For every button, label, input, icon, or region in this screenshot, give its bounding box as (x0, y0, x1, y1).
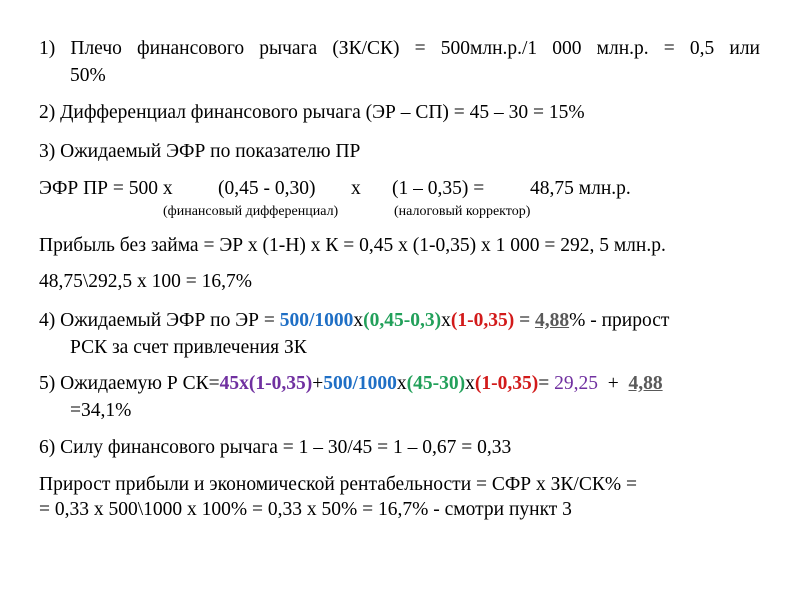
item-5-part-3: (45-30) (406, 373, 466, 394)
item-5-value-1: 29,25 (554, 373, 598, 394)
efr-pr-note-diff: (финансовый дифференциал) (163, 204, 339, 219)
efr-pr-result: 48,75 млн.р. (530, 178, 631, 199)
growth-line-2: = 0,33 х 500\1000 х 100% = 0,33 х 50% = … (39, 499, 572, 520)
item-5-x-1: х (396, 373, 407, 394)
item-4-eq: = (514, 310, 535, 331)
efr-pr-tax: (1 – 0,35) = (392, 178, 485, 199)
item-4-part-2: (0,45-0,3) (363, 310, 442, 331)
item-5-eq: = (538, 373, 555, 394)
item-5-part-1: 45х(1-0,35) (219, 373, 313, 394)
item-4-value: 4,88 (534, 310, 570, 331)
item-5-plus-2: + (597, 373, 629, 394)
item-4-line-2: РСК за счет привлечения ЗК (70, 337, 307, 358)
item-4-part-1: 500/1000 (279, 310, 354, 331)
item-4-x-2: х (441, 310, 451, 331)
item-1-line-2: 50% (70, 65, 106, 86)
item-5-part-4: (1-0,35) (474, 373, 539, 394)
item-4-part-3: (1-0,35) (450, 310, 515, 331)
efr-pr-note-tax: (налоговый корректор) (394, 204, 531, 219)
item-5-prefix: 5) Ожидаемую Р СК= (39, 373, 220, 394)
item-4-prefix: 4) Ожидаемый ЭФР по ЭР = (39, 310, 280, 331)
item-3: 3) Ожидаемый ЭФР по показателю ПР (39, 141, 361, 162)
growth-line-1: Прирост прибыли и экономической рентабел… (39, 474, 637, 495)
item-1-line-1: 1) Плечо финансового рычага (ЗК/СК) = 50… (39, 38, 760, 59)
item-4-x-1: х (353, 310, 364, 331)
item-4-suffix: % - прирост (569, 310, 670, 331)
item-6: 6) Силу финансового рычага = 1 – 30/45 =… (39, 437, 512, 458)
item-4-line-1: 4) Ожидаемый ЭФР по ЭР = 500/1000х(0,45-… (39, 309, 669, 333)
profit-no-loan: Прибыль без займа = ЭР х (1-Н) х К = 0,4… (39, 235, 666, 256)
item-5-line-1: 5) Ожидаемую Р СК=45х(1-0,35)+500/1000х(… (39, 372, 663, 396)
ratio-line: 48,75\292,5 х 100 = 16,7% (39, 271, 253, 292)
item-5-x-2: х (465, 373, 475, 394)
efr-pr-diff: (0,45 - 0,30) (218, 178, 316, 199)
item-5-part-2: 500/1000 (323, 373, 397, 394)
item-5-plus-1: + (312, 373, 324, 394)
item-5-value-2: 4,88 (628, 373, 663, 394)
efr-pr-label: ЭФР ПР = 500 х (39, 178, 173, 199)
item-5-line-2: =34,1% (70, 400, 132, 421)
item-2: 2) Дифференциал финансового рычага (ЭР –… (39, 102, 585, 123)
efr-pr-x: х (351, 178, 361, 199)
